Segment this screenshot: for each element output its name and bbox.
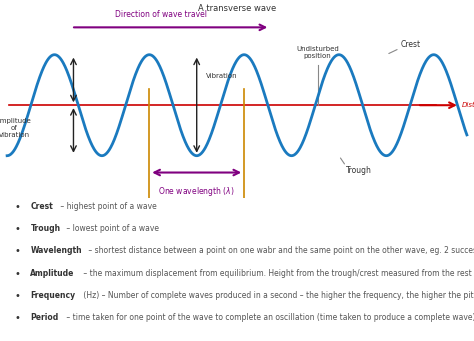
- Text: One wavelength ($\lambda$): One wavelength ($\lambda$): [158, 185, 235, 198]
- Text: Vibration: Vibration: [206, 73, 238, 79]
- Text: – time taken for one point of the wave to complete an oscillation (time taken to: – time taken for one point of the wave t…: [64, 313, 474, 322]
- Text: Crest: Crest: [401, 40, 420, 49]
- Text: •: •: [14, 202, 20, 212]
- Text: Crest: Crest: [30, 202, 53, 211]
- Text: Frequency: Frequency: [30, 291, 75, 300]
- Text: •: •: [14, 269, 20, 279]
- Text: – lowest point of a wave: – lowest point of a wave: [64, 224, 159, 233]
- Text: – shortest distance between a point on one wabr and the same point on the other : – shortest distance between a point on o…: [86, 247, 474, 255]
- Text: •: •: [14, 224, 20, 234]
- Text: Distance: Distance: [462, 102, 474, 108]
- Text: Trough: Trough: [30, 224, 61, 233]
- Text: (Hz) – Number of complete waves produced in a second – the higher the frequency,: (Hz) – Number of complete waves produced…: [81, 291, 474, 300]
- Text: Trough: Trough: [346, 166, 372, 175]
- Text: •: •: [14, 291, 20, 301]
- Text: – highest point of a wave: – highest point of a wave: [58, 202, 157, 211]
- Text: A transverse wave: A transverse wave: [198, 4, 276, 13]
- Text: Direction of wave travel: Direction of wave travel: [115, 10, 207, 19]
- Text: •: •: [14, 313, 20, 323]
- Text: •: •: [14, 247, 20, 256]
- Text: – the maximum displacement from equilibrium. Height from the trough/crest measur: – the maximum displacement from equilibr…: [81, 269, 474, 278]
- Text: Period: Period: [30, 313, 59, 322]
- Text: Undisturbed
position: Undisturbed position: [296, 46, 339, 59]
- Text: Amplitude: Amplitude: [30, 269, 75, 278]
- Text: Wavelength: Wavelength: [30, 247, 82, 255]
- Text: Amplitude
of
vibration: Amplitude of vibration: [0, 118, 32, 138]
